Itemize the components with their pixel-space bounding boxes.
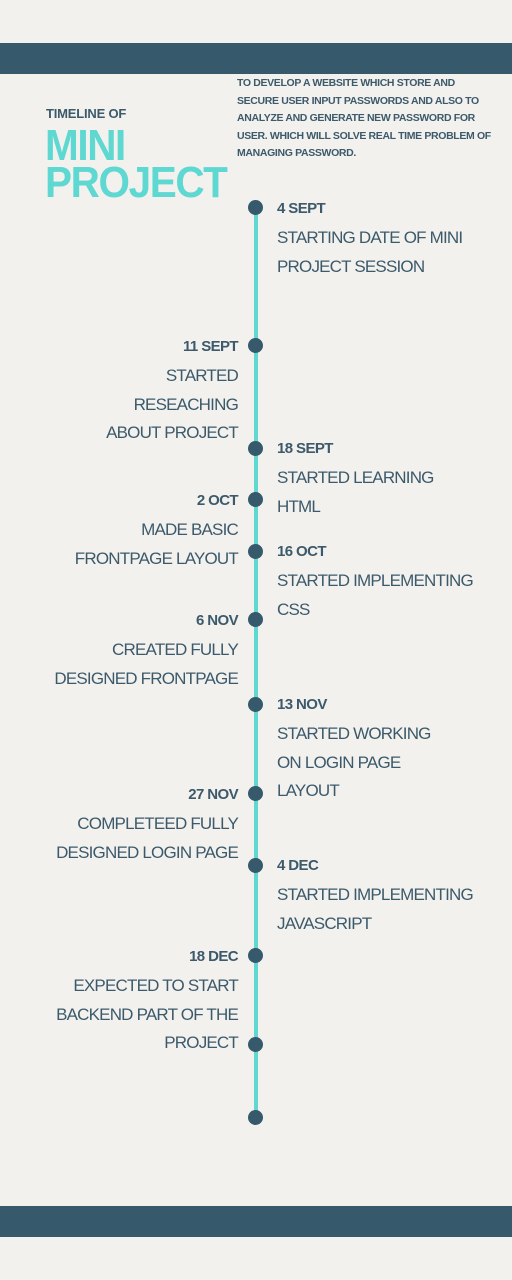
event-date: 11 SEPT [182, 338, 239, 355]
timeline-event: 18 SEPT STARTED LEARNING HTML [277, 439, 434, 521]
event-date: 2 OCT [196, 492, 239, 509]
event-description: STARTED LEARNING HTML [277, 468, 434, 516]
timeline-event: 2 OCT MADE BASIC FRONTPAGE LAYOUT [74, 491, 239, 573]
page-title-line2: PROJECT [45, 158, 228, 207]
page-title-line1: MINI [45, 121, 126, 170]
timeline-event: 6 NOV CREATED FULLY DESIGNED FRONTPAGE [54, 611, 238, 693]
timeline-marker [248, 1110, 263, 1125]
timeline-event: 16 OCT STARTED IMPLEMENTING CSS [277, 542, 474, 624]
event-description: COMPLETEED FULLY DESIGNED LOGIN PAGE [56, 814, 239, 862]
timeline-axis [254, 207, 258, 1117]
event-date: 18 SEPT [277, 440, 333, 457]
timeline-marker [248, 697, 263, 712]
event-date: 4 SEPT [277, 200, 326, 217]
event-description: STARTED IMPLEMENTING JAVASCRIPT [277, 885, 474, 933]
bottom-banner [0, 1206, 512, 1237]
timeline-marker [248, 612, 263, 627]
project-summary: TO DEVELOP A WEBSITE WHICH STORE AND SEC… [237, 77, 491, 159]
top-banner [0, 43, 512, 74]
timeline-marker [248, 858, 263, 873]
timeline-marker [248, 200, 263, 215]
event-description: MADE BASIC FRONTPAGE LAYOUT [74, 520, 239, 568]
timeline-marker [248, 338, 263, 353]
timeline-event: 18 DEC EXPECTED TO START BACKEND PART OF… [56, 947, 239, 1058]
timeline-event: 27 NOV COMPLETEED FULLY DESIGNED LOGIN P… [56, 785, 239, 867]
event-date: 4 DEC [277, 857, 319, 874]
timeline-marker [248, 441, 263, 456]
timeline-event: 4 DEC STARTED IMPLEMENTING JAVASCRIPT [277, 856, 474, 938]
timeline-marker [248, 786, 263, 801]
event-description: STARTING DATE OF MINI PROJECT SESSION [277, 228, 463, 276]
timeline-marker [248, 948, 263, 963]
event-description: EXPECTED TO START BACKEND PART OF THE PR… [56, 976, 239, 1052]
event-description: STARTED WORKING ON LOGIN PAGE LAYOUT [277, 724, 431, 800]
timeline-event: 13 NOV STARTED WORKING ON LOGIN PAGE LAY… [277, 695, 431, 806]
event-date: 16 OCT [277, 543, 327, 560]
event-description: STARTED IMPLEMENTING CSS [277, 571, 474, 619]
timeline-event: 11 SEPT STARTED RESEACHING ABOUT PROJECT [106, 337, 239, 448]
timeline-marker [248, 492, 263, 507]
event-description: STARTED RESEACHING ABOUT PROJECT [106, 366, 239, 442]
event-date: 6 NOV [195, 612, 239, 629]
timeline-eyebrow: TIMELINE OF [46, 106, 127, 121]
event-date: 18 DEC [189, 948, 239, 965]
timeline-event: 4 SEPT STARTING DATE OF MINI PROJECT SES… [277, 199, 463, 281]
event-date: 13 NOV [277, 696, 327, 713]
timeline-marker [248, 544, 263, 559]
event-description: CREATED FULLY DESIGNED FRONTPAGE [54, 640, 238, 688]
event-date: 27 NOV [188, 786, 238, 803]
timeline-marker [248, 1037, 263, 1052]
